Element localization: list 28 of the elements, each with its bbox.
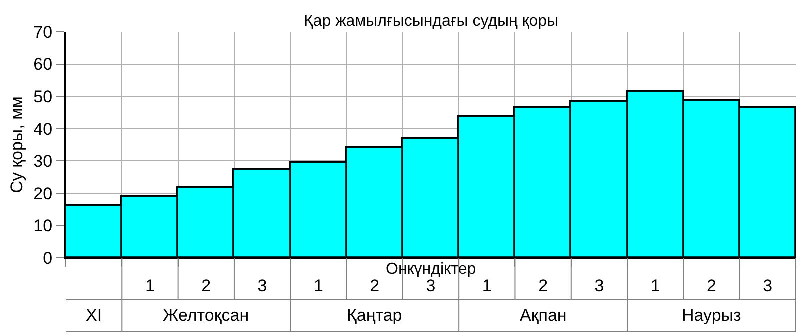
y-tick-label: 30 xyxy=(34,152,53,172)
x-tick-label: 2 xyxy=(202,276,212,296)
y-tick-label: 70 xyxy=(34,22,53,42)
x-tick-label: 3 xyxy=(258,276,268,296)
x-axis-title: Онкүндіктер xyxy=(386,261,476,278)
x-tick-label: 3 xyxy=(426,276,436,296)
y-tick-label: 20 xyxy=(34,184,53,204)
text: Қаңтар xyxy=(347,306,402,325)
x-tick-label: 2 xyxy=(707,276,717,296)
text: Желтоқсан xyxy=(163,306,250,325)
x-tick-label: 2 xyxy=(538,276,548,296)
text: Наурыз xyxy=(682,306,742,325)
y-tick-label: 40 xyxy=(34,120,53,139)
chart-title: Қар жамылғысындағы судың қоры xyxy=(304,13,559,30)
x-tick-label: 2 xyxy=(370,276,380,296)
x-tick-label: 1 xyxy=(650,276,660,296)
x-tick-label: 1 xyxy=(314,276,324,296)
x-tick-label: 3 xyxy=(594,276,604,296)
x-tick-label: 1 xyxy=(145,276,155,296)
text: XI xyxy=(86,306,102,325)
y-tick-label: 10 xyxy=(34,216,53,236)
y-tick-label: 60 xyxy=(34,55,53,74)
y-axis-title: Су қоры, мм xyxy=(8,96,27,194)
y-tick-label: 50 xyxy=(34,88,53,107)
x-tick-label: 1 xyxy=(482,276,492,296)
x-tick-label: 3 xyxy=(763,276,773,296)
y-tick-label: 0 xyxy=(43,248,53,268)
text: Ақпан xyxy=(520,306,567,325)
